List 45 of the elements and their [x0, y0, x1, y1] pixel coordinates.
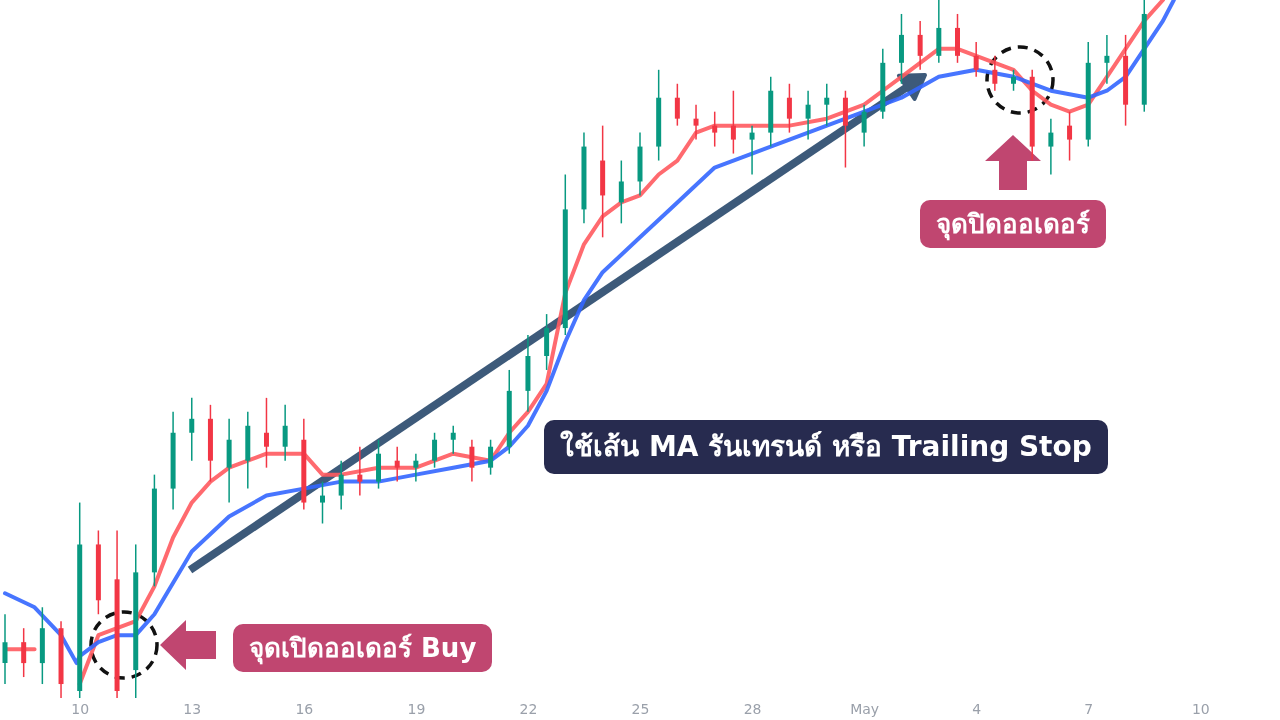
x-tick-label: 10 — [1191, 700, 1210, 717]
candlestick — [973, 41, 979, 78]
annotation: จุดเปิดออเดอร์ Buy — [233, 624, 493, 672]
candlestick — [488, 438, 494, 476]
candlestick — [189, 397, 195, 462]
x-tick-label: 22 — [519, 700, 538, 717]
x-tick-label: May — [850, 700, 880, 717]
candlestick — [432, 432, 438, 469]
x-tick-label: 19 — [407, 700, 426, 717]
candlestick — [282, 404, 288, 462]
candlestick — [730, 89, 736, 155]
candlestick — [320, 480, 325, 525]
x-tick-label: 16 — [295, 700, 314, 717]
annotation: ใช้เส้น MA รันเทรนด์ หรือ Trailing Stop — [544, 420, 1108, 474]
candlestick — [618, 159, 624, 225]
candlestick — [357, 445, 363, 497]
candlestick — [2, 613, 8, 685]
candlestick — [786, 83, 792, 134]
x-tick-label: 28 — [743, 700, 762, 717]
candlestick — [992, 55, 998, 92]
candlestick — [1067, 110, 1073, 162]
x-tick-label: 25 — [631, 700, 650, 717]
annotation: จุดปิดออเดอร์ — [920, 200, 1106, 248]
candlestick — [824, 83, 830, 127]
candlestick — [21, 627, 27, 678]
candlestick — [749, 124, 755, 176]
candlestick — [693, 103, 699, 141]
candlestick — [1104, 34, 1110, 85]
candlestick — [712, 110, 718, 148]
candlestick — [338, 459, 344, 511]
candlestick — [917, 20, 923, 71]
candlestick — [1048, 117, 1054, 176]
candlestick — [450, 425, 456, 455]
candlestick — [1011, 69, 1017, 92]
candlestick — [263, 397, 269, 469]
candlestick — [674, 83, 680, 127]
candlestick — [394, 445, 400, 483]
candlestick — [469, 438, 475, 483]
candlestick — [805, 89, 811, 141]
x-tick-label: 13 — [183, 700, 202, 717]
x-tick-label: 7 — [1084, 700, 1094, 717]
x-tick-label: 10 — [71, 700, 90, 717]
x-tick-label: 4 — [972, 700, 982, 717]
candlestick — [861, 103, 867, 148]
candlestick — [413, 452, 419, 483]
